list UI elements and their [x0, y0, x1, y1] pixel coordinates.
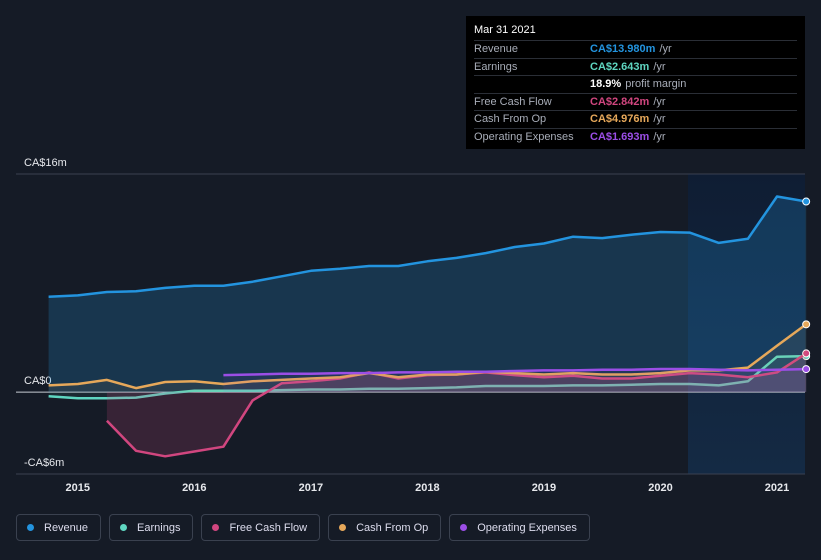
legend-item[interactable]: Cash From Op: [328, 514, 442, 541]
tooltip-row: Revenue CA$13.980m/yr: [474, 40, 797, 58]
tooltip-row: 18.9% profit margin: [474, 75, 797, 93]
tooltip-unit: /yr: [653, 60, 666, 73]
tooltip-row: Free Cash Flow CA$2.842m/yr: [474, 92, 797, 111]
end-marker: [802, 320, 811, 329]
legend-label: Free Cash Flow: [229, 521, 308, 534]
y-tick-label: CA$0: [24, 375, 52, 387]
legend-swatch: [339, 524, 347, 531]
tooltip-label: Free Cash Flow: [474, 95, 552, 108]
series-line: [223, 367, 807, 377]
x-tick-label: 2017: [299, 482, 323, 494]
tooltip-unit: /yr: [653, 113, 666, 126]
x-tick-label: 2019: [532, 482, 556, 494]
tooltip-value: CA$2.643m: [590, 60, 650, 73]
legend-swatch: [120, 524, 128, 531]
x-tick-label: 2018: [415, 482, 439, 494]
legend: Revenue Earnings Free Cash Flow Cash From O…: [16, 514, 590, 541]
tooltip-value: CA$1.693m: [590, 130, 650, 143]
y-tick-label: -CA$6m: [24, 457, 64, 469]
end-marker: [802, 349, 811, 358]
x-tick-label: 2020: [648, 482, 672, 494]
series-line: [48, 323, 807, 390]
legend-label: Cash From Op: [356, 521, 429, 534]
series-area: [48, 356, 807, 399]
highlight-region: [688, 174, 805, 474]
tooltip-value: CA$2.842m: [590, 95, 650, 108]
tooltip-date: Mar 31 2021: [474, 24, 536, 36]
tooltip-label: Cash From Op: [474, 113, 547, 126]
tooltip-unit: /yr: [653, 95, 666, 108]
series-area: [48, 196, 807, 393]
tooltip-value: 18.9%: [590, 78, 622, 91]
x-tick-label: 2015: [66, 482, 90, 494]
legend-swatch: [212, 524, 220, 531]
tooltip-row: Cash From Op CA$4.976m/yr: [474, 110, 797, 128]
tooltip-unit: /yr: [659, 43, 672, 56]
tooltip-value: CA$4.976m: [590, 113, 650, 126]
series-line: [48, 195, 807, 298]
legend-swatch: [460, 524, 468, 531]
legend-item[interactable]: Free Cash Flow: [201, 514, 321, 541]
y-tick-label: CA$16m: [24, 157, 67, 169]
tooltip-label: Operating Expenses: [474, 130, 574, 143]
x-tick-label: 2016: [182, 482, 206, 494]
legend-swatch: [27, 524, 34, 531]
legend-label: Revenue: [44, 521, 89, 534]
tooltip-unit: profit margin: [625, 78, 687, 91]
legend-label: Earnings: [137, 521, 181, 534]
tooltip-row: Operating Expenses CA$1.693m/yr: [474, 127, 797, 146]
x-tick-label: 2021: [765, 482, 789, 494]
end-marker: [802, 365, 811, 374]
chart: CA$16m CA$0 -CA$6m 2015 2016 2017 2018 2019 2020…: [16, 157, 811, 494]
tooltip-row: Earnings CA$2.643m/yr: [474, 57, 797, 76]
tooltip-label: Earnings: [474, 60, 518, 73]
legend-item[interactable]: Earnings: [109, 514, 194, 541]
tooltip-unit: /yr: [653, 130, 666, 143]
tooltip-value: CA$13.980m: [590, 43, 656, 56]
plot-bg: [16, 174, 688, 474]
tooltip-label: Revenue: [474, 43, 519, 56]
end-marker: [802, 197, 811, 206]
tooltip: Mar 31 2021 Revenue CA$13.980m/yr Earnings…: [466, 16, 805, 149]
series-area: [223, 369, 807, 393]
legend-item[interactable]: Revenue: [16, 514, 102, 541]
legend-item[interactable]: Operating Expenses: [449, 514, 590, 541]
series-line: [48, 354, 807, 400]
legend-label: Operating Expenses: [477, 521, 577, 534]
